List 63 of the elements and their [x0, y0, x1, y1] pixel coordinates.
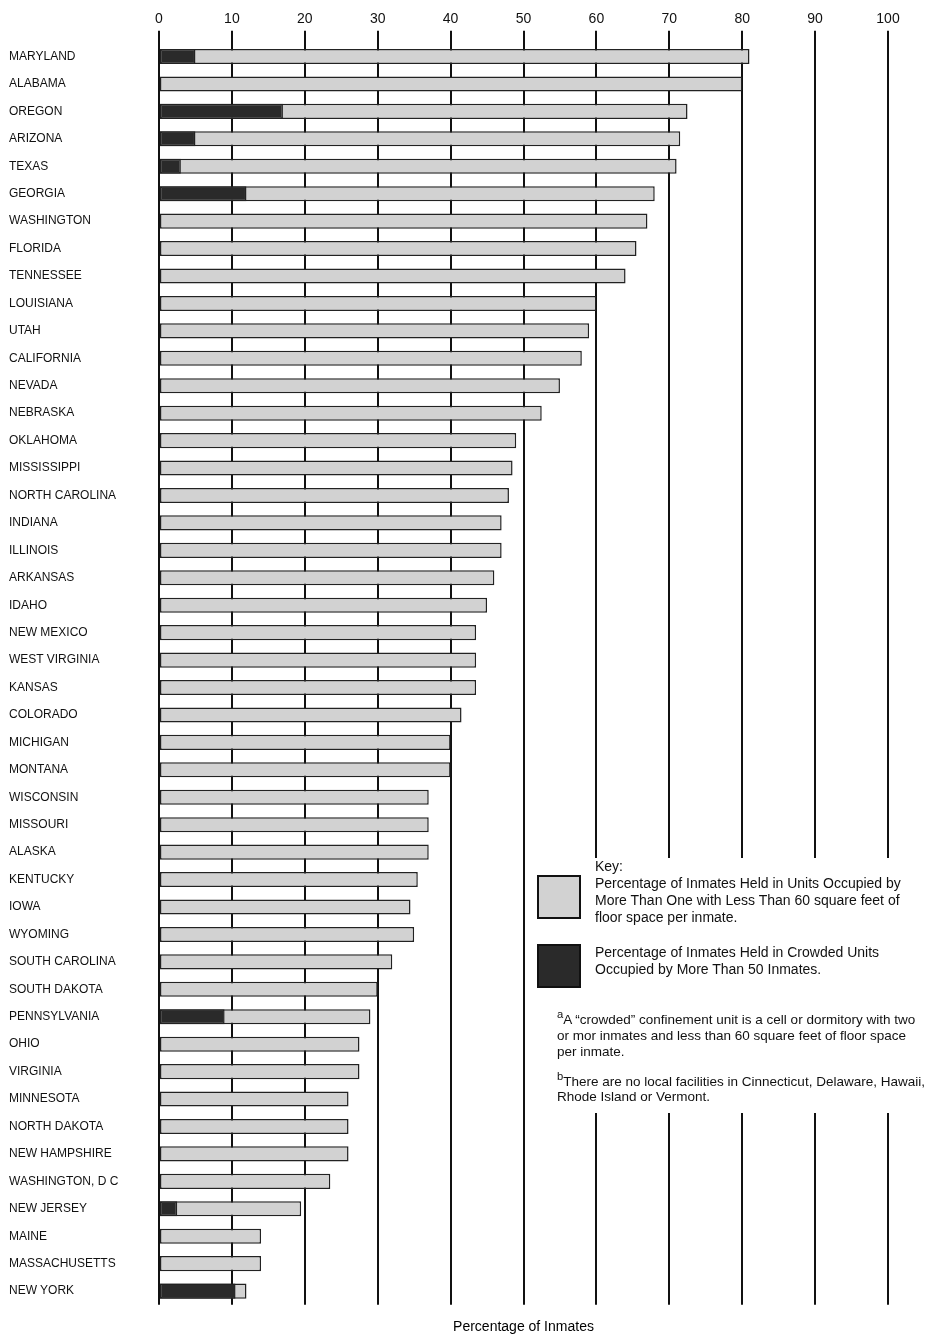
- y-tick-label: NEW JERSEY: [9, 1201, 88, 1216]
- y-tick-label: WYOMING: [9, 926, 69, 941]
- legend-title: Key:: [595, 858, 624, 875]
- y-tick-label: GEORGIA: [9, 186, 66, 200]
- y-tick-label: ARIZONA: [9, 131, 63, 146]
- y-tick-label: OKLAHOMA: [9, 432, 78, 447]
- y-tick-label: IOWA: [9, 899, 41, 914]
- y-tick-label: NEW YORK: [9, 1283, 75, 1298]
- y-tick-label: MICHIGAN: [9, 734, 69, 749]
- y-tick-label: NEW HAMPSHIRE: [9, 1146, 112, 1161]
- y-tick-label: MARYLAND: [9, 48, 76, 63]
- x-tick-label: 90: [807, 10, 824, 27]
- y-tick-label: MONTANA: [9, 762, 69, 777]
- y-tick-label: MASSACHUSETTS: [9, 1255, 116, 1270]
- y-tick-label: ARKANSAS: [9, 570, 75, 585]
- y-tick-label: WASHINGTON: [9, 213, 92, 228]
- y-tick-label: NEVADA: [9, 378, 58, 393]
- x-tick-label: 0: [155, 10, 164, 27]
- x-tick-label: 100: [876, 10, 900, 27]
- y-tick-label: ALABAMA: [9, 76, 66, 91]
- y-tick-label: UTAH: [9, 323, 41, 338]
- x-axis-title: Percentage of Inmates: [452, 1318, 595, 1334]
- x-tick-label: 70: [661, 10, 678, 27]
- x-tick-label: 80: [734, 10, 751, 27]
- y-tick-label: WEST VIRGINIA: [9, 652, 100, 667]
- y-tick-label: MISSOURI: [9, 817, 69, 831]
- y-tick-label: MAINE: [9, 1228, 48, 1243]
- y-tick-label: NORTH DAKOTA: [9, 1118, 104, 1133]
- y-tick-label: NEBRASKA: [9, 405, 75, 420]
- x-tick-label: 20: [297, 10, 313, 27]
- annotation: $^{a}$A “crowded” confinement unit is a cell or dormitory with two or mor inmates and less than 60 square feet of floor space per inmate.: [557, 1007, 917, 1060]
- y-tick-label: IDAHO: [9, 597, 48, 612]
- y-tick-label: SOUTH CAROLINA: [9, 954, 116, 969]
- y-tick-label: NORTH CAROLINA: [9, 487, 117, 502]
- x-tick-label: 60: [588, 10, 605, 27]
- text: Percentage of Inmates Held in Units Occupied by More Than One with Less Than 60 square feet of floor space per inmate.: [595, 875, 902, 926]
- y-tick-label: VIRGINIA: [9, 1063, 62, 1078]
- y-tick-label: WASHINGTON, D C: [9, 1173, 119, 1188]
- y-tick-label: LOUISIANA: [9, 295, 74, 310]
- y-tick-label: TENNESSEE: [9, 268, 82, 283]
- y-tick-label: MISSISSIPPI: [9, 460, 81, 475]
- y-tick-label: PENNSYLVANIA: [9, 1009, 100, 1024]
- y-tick-label: ILLINOIS: [9, 542, 59, 557]
- x-tick-label: 10: [224, 10, 240, 27]
- y-tick-label: KENTUCKY: [9, 871, 75, 886]
- y-tick-label: COLORADO: [9, 707, 78, 722]
- y-tick-label: KANSAS: [9, 679, 58, 694]
- y-tick-label: ALASKA: [9, 844, 56, 859]
- x-tick-label: 30: [369, 10, 386, 27]
- y-tick-label: CALIFORNIA: [9, 350, 82, 365]
- y-tick-label: SOUTH DAKOTA: [9, 981, 103, 996]
- y-tick-label: NEW MEXICO: [9, 624, 88, 639]
- y-tick-label: WISCONSIN: [9, 789, 79, 804]
- y-tick-label: OHIO: [9, 1036, 40, 1051]
- annotation: $^{b}$There are no local facilities in Cinnecticut, Delaware, Hawaii, Rhode Island or Vermont.: [557, 1068, 925, 1105]
- text: Percentage of Inmates Held in Crowded Units Occupied by More Than 50 Inmates.: [595, 944, 881, 978]
- y-tick-label: INDIANA: [9, 515, 58, 530]
- y-tick-label: FLORIDA: [9, 240, 62, 255]
- x-tick-label: 50: [515, 10, 532, 27]
- y-tick-label: MINNESOTA: [9, 1091, 80, 1106]
- x-tick-label: 40: [442, 10, 459, 27]
- y-tick-label: TEXAS: [9, 158, 49, 173]
- y-tick-label: OREGON: [9, 103, 63, 118]
